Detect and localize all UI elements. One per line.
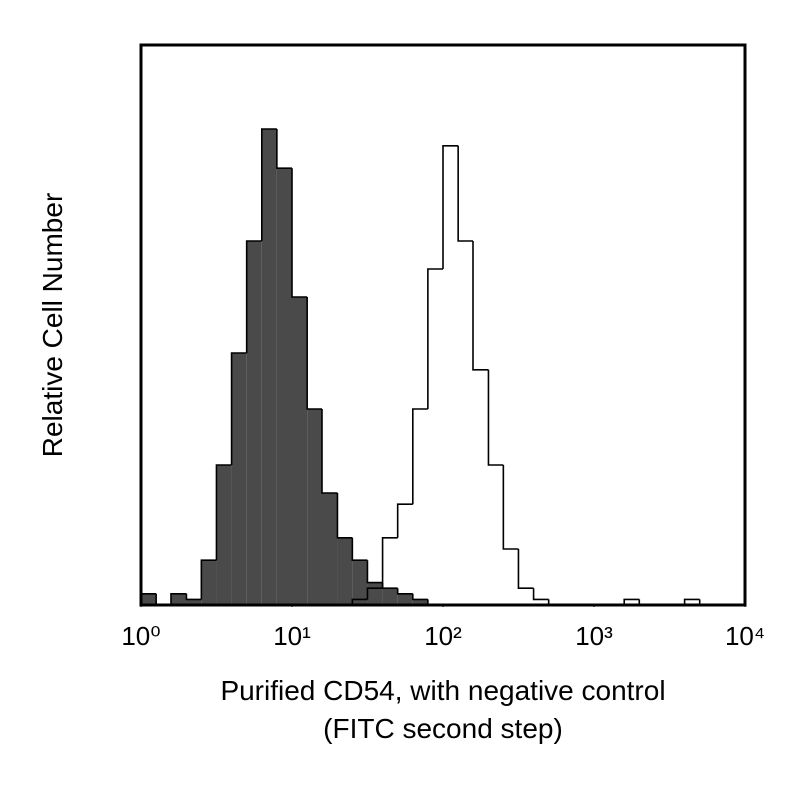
histogram-outline [683,598,700,605]
histogram-bar [170,593,187,605]
histogram-bar [352,560,368,605]
histogram-outline [230,352,247,465]
histogram-outline [412,408,428,505]
histogram-bar [307,409,322,605]
histogram-bar [186,599,202,605]
histogram-bar [231,353,247,605]
histogram-outline [381,582,398,589]
x-tick-label: 10³ [575,621,613,651]
histogram-outline [623,598,640,605]
histogram-bar [337,537,353,605]
histogram-outline [351,537,368,561]
x-axis-label: (FITC second step) [323,713,563,744]
histogram-outline [276,129,292,169]
histogram-bar [367,582,383,605]
histogram-outline [457,145,473,242]
histogram-outline [306,297,322,410]
histogram-bar [201,560,217,605]
histogram-bar [261,129,277,605]
histogram-outline [170,593,187,605]
histogram-bar [382,588,398,605]
x-tick-label: 10⁰ [121,621,160,651]
histogram-outline [396,588,413,595]
histogram-outline [381,537,398,589]
histogram-bar [397,593,413,605]
histogram-outline [442,145,459,269]
y-axis-label: Relative Cell Number [37,193,68,458]
x-tick-label: 10² [424,621,462,651]
histogram-bar [292,297,308,605]
plot-frame [139,43,747,607]
histogram-outline [245,240,262,353]
histogram-outline [366,587,383,600]
histogram-outline [502,465,519,550]
histogram-outline [215,464,232,561]
histogram-outline [200,559,217,600]
histogram-outline [291,168,308,298]
x-tick-label: 10⁴ [725,621,765,651]
histogram-outline [336,493,353,539]
histogram-outline [472,241,489,371]
histogram-bar [216,465,232,605]
histogram-outline [261,128,277,241]
histogram-bar [141,593,157,605]
histogram-bar [276,168,292,605]
histogram-outline [487,369,504,466]
histogram-outline [185,593,202,601]
histogram-outline [155,593,171,606]
x-tick-label: 10¹ [273,621,311,651]
histogram-outline [532,588,549,601]
histogram-bar [412,599,428,605]
histogram-outline [427,268,443,409]
histogram-outline [517,549,534,589]
histogram-outline [412,593,428,601]
histogram-outline [366,560,383,584]
x-axis-label: Purified CD54, with negative control [220,675,665,706]
histogram-bar [321,493,338,605]
histogram-outline [351,598,368,605]
histogram-outline [321,409,338,494]
histogram-outline [396,503,413,538]
histogram-bar [246,241,262,605]
